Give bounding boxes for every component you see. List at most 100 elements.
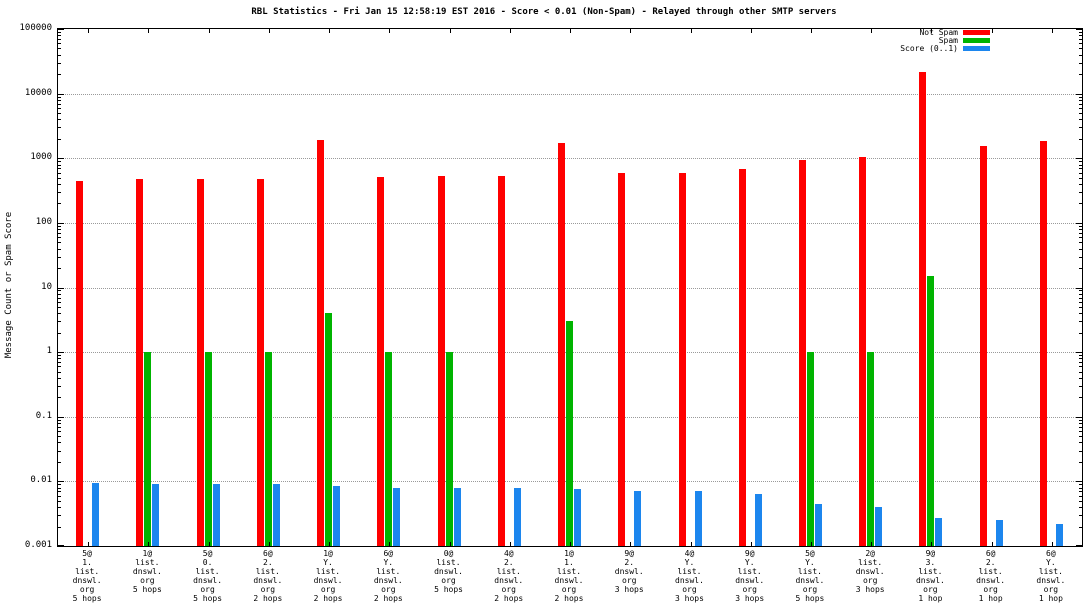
y-minor-tick-mark xyxy=(1079,96,1082,98)
y-minor-tick-mark xyxy=(1079,203,1082,205)
y-minor-tick-mark xyxy=(1079,39,1082,40)
x-tick-mark xyxy=(810,542,812,546)
bar-score-0-1--7 xyxy=(513,487,521,546)
x-tick-mark xyxy=(871,542,873,546)
x-tick-mark xyxy=(389,29,391,33)
y-minor-tick-mark xyxy=(1079,332,1082,334)
legend-label: Score (0..1) xyxy=(900,43,958,53)
bar-score-0-1--9 xyxy=(634,490,642,546)
y-minor-tick-mark xyxy=(58,172,61,174)
y-minor-tick-mark xyxy=(58,431,61,433)
y-minor-tick-mark xyxy=(58,119,61,121)
y-minor-tick-mark xyxy=(1079,119,1082,121)
x-category-label: 6@ Y. list. dnswl. org 2 hops xyxy=(373,549,403,603)
x-tick-mark xyxy=(148,542,150,546)
x-category-label: 1@ Y. list. dnswl. org 2 hops xyxy=(313,549,343,603)
y-tick-label: 0.1 xyxy=(35,410,52,421)
y-minor-tick-mark xyxy=(58,48,61,50)
y-minor-tick-mark xyxy=(58,419,61,421)
y-minor-tick-mark xyxy=(58,442,61,444)
y-minor-tick-mark xyxy=(58,355,61,357)
bar-score-0-1--16 xyxy=(1055,523,1063,546)
legend-label: Spam xyxy=(938,35,958,45)
y-minor-tick-mark xyxy=(1079,192,1082,194)
x-tick-mark xyxy=(750,542,752,546)
bar-spam-3 xyxy=(264,352,272,546)
y-tick-mark xyxy=(58,545,64,546)
y-minor-tick-mark xyxy=(1079,301,1082,303)
y-minor-tick-mark xyxy=(1079,31,1082,33)
bar-score-0-1--10 xyxy=(694,491,702,546)
x-tick-mark xyxy=(88,29,90,33)
bar-score-0-1--6 xyxy=(453,488,461,546)
x-tick-mark xyxy=(810,29,812,33)
y-minor-tick-mark xyxy=(58,74,61,76)
y-minor-tick-mark xyxy=(58,164,61,166)
x-tick-mark xyxy=(449,29,451,33)
y-tick-label: 100 xyxy=(35,216,52,227)
y-minor-tick-mark xyxy=(58,99,61,101)
y-minor-tick-mark xyxy=(58,397,61,399)
y-minor-tick-mark xyxy=(1079,450,1082,452)
y-minor-tick-mark xyxy=(1079,385,1082,387)
y-minor-tick-mark xyxy=(58,242,61,244)
y-minor-tick-mark xyxy=(1079,362,1082,364)
x-tick-mark xyxy=(931,29,933,33)
x-tick-mark xyxy=(630,542,632,546)
y-tick-label: 1 xyxy=(46,346,52,357)
y-minor-tick-mark xyxy=(58,127,61,129)
y-minor-tick-mark xyxy=(1079,526,1082,528)
y-minor-tick-mark xyxy=(58,229,61,231)
y-tick-mark xyxy=(58,158,64,160)
x-category-label: 6@ Y. list. dnswl. org 1 hop xyxy=(1036,549,1066,603)
y-minor-tick-mark xyxy=(1079,358,1082,360)
plot-area xyxy=(57,28,1083,547)
y-tick-label: 100000 xyxy=(19,23,52,33)
x-tick-mark xyxy=(931,542,933,546)
bar-spam-8 xyxy=(566,321,573,546)
y-minor-tick-mark xyxy=(58,192,61,194)
y-minor-tick-mark xyxy=(58,161,61,163)
y-minor-tick-mark xyxy=(1079,127,1082,129)
bar-not-spam-7 xyxy=(497,175,505,546)
x-tick-mark xyxy=(1051,29,1053,33)
y-minor-tick-mark xyxy=(58,366,61,368)
legend-row: Spam xyxy=(900,35,990,45)
y-minor-tick-mark xyxy=(1079,436,1082,438)
y-minor-tick-mark xyxy=(1079,491,1082,493)
bar-score-0-1--1 xyxy=(152,484,160,546)
y-minor-tick-mark xyxy=(58,290,61,292)
y-minor-tick-mark xyxy=(1079,48,1082,50)
y-tick-mark xyxy=(58,93,64,95)
y-minor-tick-mark xyxy=(1079,74,1082,76)
y-minor-tick-mark xyxy=(1079,442,1082,444)
y-tick-label: 10 xyxy=(41,281,52,292)
x-category-label: 5@ 0. list. dnswl. org 5 hops xyxy=(193,549,223,603)
y-tick-mark xyxy=(58,287,64,289)
x-category-label: 6@ 2. list. dnswl. org 1 hop xyxy=(976,549,1006,603)
y-tick-label: 0.001 xyxy=(24,540,52,550)
y-minor-tick-mark xyxy=(58,54,61,56)
bar-score-0-1--0 xyxy=(92,482,100,546)
x-tick-mark xyxy=(208,542,210,546)
y-minor-tick-mark xyxy=(58,484,61,486)
y-minor-tick-mark xyxy=(1079,54,1082,56)
y-minor-tick-mark xyxy=(1079,35,1082,37)
y-tick-label: 1000 xyxy=(30,152,52,163)
y-tick-label: 10000 xyxy=(24,87,52,98)
y-tick-mark xyxy=(1076,545,1082,546)
y-minor-tick-mark xyxy=(1079,62,1082,64)
y-minor-tick-mark xyxy=(58,293,61,295)
y-minor-tick-mark xyxy=(1079,484,1082,486)
bar-not-spam-5 xyxy=(377,176,385,546)
y-tick-label: 0.01 xyxy=(30,475,52,486)
y-minor-tick-mark xyxy=(1079,225,1082,227)
y-minor-tick-mark xyxy=(58,526,61,528)
bar-not-spam-6 xyxy=(437,175,445,546)
y-minor-tick-mark xyxy=(58,43,61,45)
y-minor-tick-mark xyxy=(1079,290,1082,292)
y-minor-tick-mark xyxy=(1079,232,1082,234)
y-minor-tick-mark xyxy=(58,256,61,258)
x-tick-mark xyxy=(1051,542,1053,546)
x-category-label: 4@ 2. list. dnswl. org 2 hops xyxy=(494,549,524,603)
